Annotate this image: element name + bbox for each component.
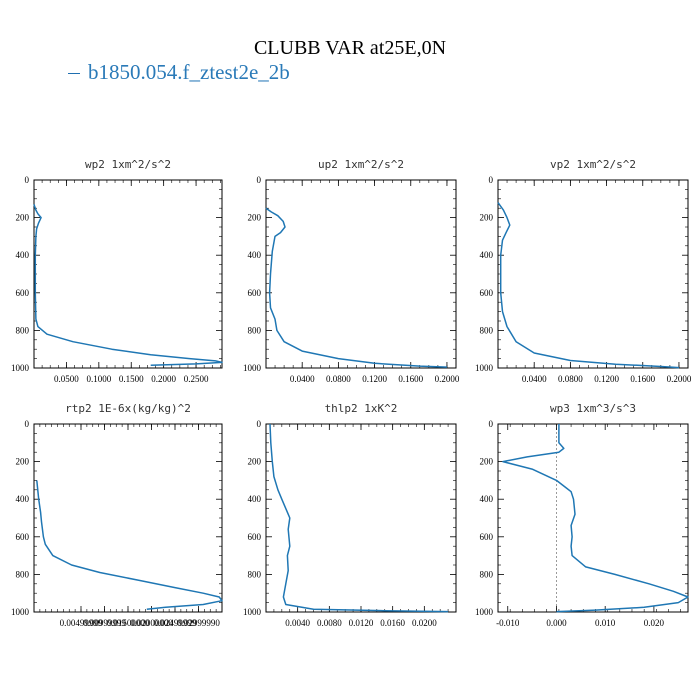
y-tick-label: 800 — [16, 325, 30, 335]
y-tick-label: 0 — [257, 419, 262, 429]
series-line-0 — [502, 424, 689, 613]
y-tick-label: 400 — [480, 494, 494, 504]
chart-title: rtp2 1E-6x(kg/kg)^2 — [65, 402, 191, 415]
x-tick-label: 0.1600 — [398, 374, 423, 384]
y-tick-label: 400 — [248, 250, 262, 260]
x-tick-label: 0.0800 — [326, 374, 351, 384]
x-tick-label: 0.0040 — [285, 618, 310, 628]
y-tick-label: 800 — [16, 569, 30, 579]
y-tick-label: 600 — [248, 532, 262, 542]
chart-title: vp2 1xm^2/s^2 — [550, 158, 636, 171]
x-tick-label: 0.2500 — [184, 374, 209, 384]
x-tick-label: 0.1500 — [119, 374, 144, 384]
x-tick-label: 0.2000 — [435, 374, 460, 384]
plot-frame — [33, 179, 223, 369]
x-tick-label: 0.2000 — [151, 374, 176, 384]
y-tick-label: 600 — [480, 532, 494, 542]
y-tick-label: 800 — [248, 325, 262, 335]
y-tick-label: 200 — [480, 213, 494, 223]
chart-panel-5: wp3 1xm^3/s^3 0 200 400 600 800 1000-0.010 0.00… — [475, 402, 689, 628]
y-tick-label: 0 — [25, 175, 30, 185]
y-tick-label: 400 — [480, 250, 494, 260]
chart-title: up2 1xm^2/s^2 — [318, 158, 404, 171]
series-line-0 — [36, 480, 223, 610]
y-tick-label: 200 — [248, 457, 262, 467]
x-tick-label: -0.010 — [496, 618, 520, 628]
y-tick-label: 0 — [489, 175, 494, 185]
x-tick-label: 0.0200 — [412, 618, 437, 628]
series-line-0 — [33, 204, 223, 366]
x-tick-label: 0.1200 — [362, 374, 387, 384]
y-tick-label: 1000 — [475, 607, 494, 617]
x-tick-label: 0.010 — [595, 618, 616, 628]
series-line-0 — [269, 423, 449, 613]
chart-title: wp3 1xm^3/s^3 — [550, 402, 636, 415]
y-tick-label: 200 — [16, 457, 30, 467]
y-tick-label: 600 — [16, 532, 30, 542]
chart-title: wp2 1xm^2/s^2 — [85, 158, 171, 171]
y-tick-label: 800 — [248, 569, 262, 579]
y-tick-label: 1000 — [475, 363, 494, 373]
y-tick-label: 1000 — [11, 607, 30, 617]
y-tick-label: 200 — [480, 457, 494, 467]
x-tick-label: 0.2000 — [667, 374, 692, 384]
x-tick-label: 0.02499999 — [154, 618, 197, 628]
x-tick-label: 0.0120 — [349, 618, 374, 628]
chart-panel-0: wp2 1xm^2/s^2 0 200 400 600 800 1000 0.0500 0.10… — [11, 158, 223, 384]
plot-frame — [265, 179, 457, 369]
legend-line-swatch — [68, 73, 80, 74]
chart-panel-2: vp2 1xm^2/s^2 0 200 400 600 800 1000 0.0400 0.08… — [475, 158, 692, 384]
page-title: CLUBB VAR at25E,0N — [253, 37, 447, 59]
x-tick-label: 0.1000 — [86, 374, 111, 384]
y-tick-label: 1000 — [11, 363, 30, 373]
x-tick-label: 0.00499999 — [60, 618, 103, 628]
series-line-0 — [265, 207, 448, 368]
y-tick-label: 600 — [248, 288, 262, 298]
y-tick-label: 800 — [480, 325, 494, 335]
legend-label: b1850.054.f_ztest2e_2b — [88, 60, 290, 84]
series-line-0 — [497, 202, 680, 369]
x-tick-label: 0.01500000 — [107, 618, 150, 628]
chart-panel-1: up2 1xm^2/s^2 0 200 400 600 800 1000 0.0400 0.08… — [243, 158, 460, 384]
y-tick-label: 200 — [248, 213, 262, 223]
plot-frame — [265, 423, 457, 613]
x-tick-label: 0.02000000 — [130, 618, 173, 628]
y-tick-label: 1000 — [243, 363, 262, 373]
x-tick-label: 0.0800 — [558, 374, 583, 384]
y-tick-label: 600 — [16, 288, 30, 298]
x-tick-label: 0.1600 — [630, 374, 655, 384]
y-tick-label: 800 — [480, 569, 494, 579]
x-tick-label: 0.0500 — [54, 374, 79, 384]
y-tick-label: 1000 — [243, 607, 262, 617]
y-tick-label: 200 — [16, 213, 30, 223]
plot-frame — [33, 423, 223, 613]
y-tick-label: 400 — [248, 494, 262, 504]
x-tick-label: 0.00999999 — [83, 618, 126, 628]
x-tick-label: 0.1200 — [594, 374, 619, 384]
x-tick-label: 0.020 — [644, 618, 665, 628]
y-tick-label: 400 — [16, 250, 30, 260]
y-tick-label: 0 — [25, 419, 30, 429]
x-tick-label: 0.02999990 — [177, 618, 220, 628]
y-tick-label: 400 — [16, 494, 30, 504]
x-tick-label: 0.0400 — [290, 374, 315, 384]
chart-title: thlp2 1xK^2 — [325, 402, 398, 415]
x-tick-label: 0.0160 — [380, 618, 405, 628]
x-tick-label: 0.0400 — [522, 374, 547, 384]
x-tick-label: 0.000 — [546, 618, 567, 628]
y-tick-label: 0 — [257, 175, 262, 185]
y-tick-label: 600 — [480, 288, 494, 298]
y-tick-label: 0 — [489, 419, 494, 429]
chart-panel-4: thlp2 1xK^2 0 200 400 600 800 1000 0.0040 0.0080… — [243, 402, 457, 628]
x-tick-label: 0.0080 — [317, 618, 342, 628]
plot-frame — [497, 179, 689, 369]
chart-panel-3: rtp2 1E-6x(kg/kg)^2 0 200 400 600 800 1000 0.00… — [11, 402, 223, 628]
plot-frame — [497, 423, 689, 613]
